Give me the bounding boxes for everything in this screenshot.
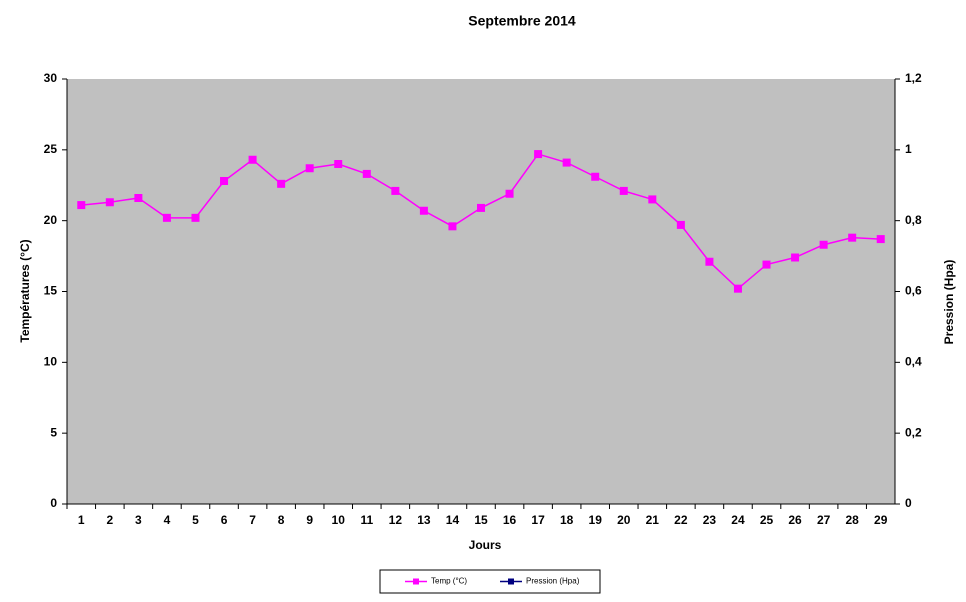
x-tick-label: 25 [760,513,774,527]
marker [619,186,628,195]
x-tick-label: 8 [278,513,285,527]
marker [648,195,657,204]
marker [733,284,742,293]
x-tick-label: 6 [221,513,228,527]
marker [391,186,400,195]
marker [134,194,143,202]
x-tick-label: 13 [417,513,431,527]
marker [362,169,371,178]
marker [591,172,600,181]
x-tick-label: 21 [646,513,660,527]
marker [505,189,514,198]
y2-axis-label: Pression (Hpa) [942,260,956,345]
x-tick-label: 28 [845,513,859,527]
y-tick-label: 30 [44,71,58,85]
legend-label: Pression (Hpa) [526,577,580,586]
y-tick-label: 15 [44,284,58,298]
x-axis-label: Jours [469,538,502,552]
legend-label: Temp (°C) [431,577,467,586]
marker [419,206,428,215]
marker [534,150,543,159]
y2-tick-label: 0,6 [905,284,922,298]
x-tick-label: 9 [306,513,313,527]
y-tick-label: 25 [44,142,58,156]
marker [791,253,800,262]
y2-tick-label: 0,4 [905,355,922,369]
marker [848,233,857,242]
marker [762,260,771,269]
y2-tick-label: 0 [905,496,912,510]
marker [248,155,257,164]
x-tick-label: 19 [589,513,603,527]
x-tick-label: 22 [674,513,688,527]
legend-marker [413,578,419,585]
x-tick-label: 20 [617,513,631,527]
marker [448,222,457,231]
marker [676,220,685,229]
y2-tick-label: 1,2 [905,71,922,85]
y-tick-label: 10 [44,355,58,369]
marker [876,235,885,244]
x-tick-label: 5 [192,513,199,527]
x-tick-label: 3 [135,513,142,527]
x-tick-label: 29 [874,513,888,527]
x-tick-label: 2 [106,513,113,527]
marker [705,257,714,266]
legend-box [379,569,601,594]
x-tick-label: 26 [788,513,802,527]
x-tick-label: 7 [249,513,256,527]
marker [105,198,114,207]
y2-tick-label: 0,2 [905,425,922,439]
x-tick-label: 17 [531,513,545,527]
marker [220,177,229,185]
marker [562,158,571,167]
marker [334,160,343,168]
marker [819,240,828,249]
x-tick-label: 18 [560,513,574,527]
plot-area [67,79,895,504]
x-tick-label: 1 [78,513,85,527]
y2-tick-label: 1 [905,142,912,156]
x-tick-label: 15 [474,513,488,527]
x-tick-label: 4 [164,513,171,527]
x-tick-label: 24 [731,513,745,527]
y-tick-label: 0 [50,496,57,510]
marker [191,213,200,222]
marker [305,164,314,173]
x-tick-label: 12 [389,513,403,527]
x-tick-label: 11 [360,513,373,527]
x-tick-label: 23 [703,513,717,527]
y-tick-label: 5 [50,425,57,439]
marker [77,201,86,210]
x-tick-label: 16 [503,513,517,527]
chart-title: Septembre 2014 [468,13,576,29]
legend-marker [508,578,514,585]
marker [477,203,485,212]
y2-tick-label: 0,8 [905,213,922,227]
y-tick-label: 20 [44,213,58,227]
x-tick-label: 14 [446,513,460,527]
x-tick-label: 10 [332,513,346,527]
marker [162,213,171,222]
x-tick-label: 27 [817,513,831,527]
y-axis-label: Températures (°C) [18,239,32,342]
marker [277,179,286,188]
